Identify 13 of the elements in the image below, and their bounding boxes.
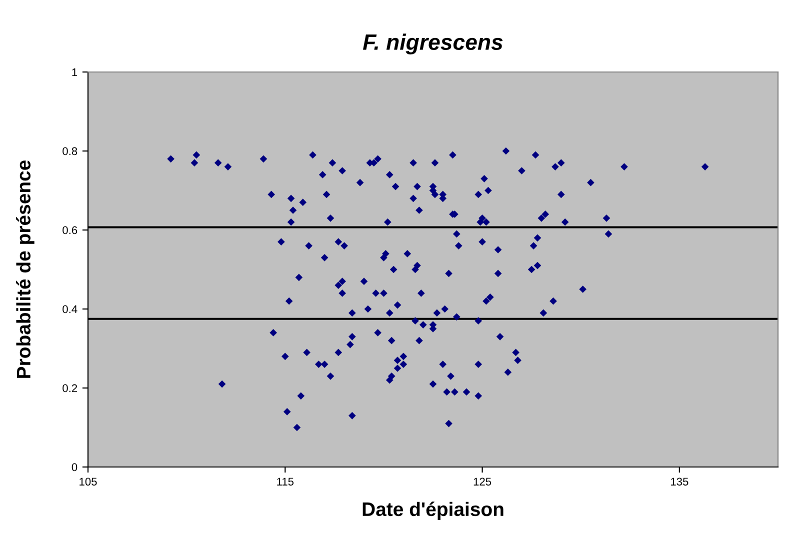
x-tick-label: 135 [671,478,688,486]
y-tick-label: 1 [72,68,78,76]
chart-title: F. nigrescens [363,34,503,54]
x-tick-label: 105 [80,478,97,486]
y-tick-label: 0.2 [62,384,78,392]
y-tick-label: 0 [72,463,78,472]
x-tick-label: 115 [277,478,294,486]
y-axis-title: Probabilité de présence [16,160,34,378]
x-axis-title: Date d'épiaison [362,502,504,520]
y-tick-label: 0.6 [62,226,78,234]
y-tick-label: 0.8 [62,147,78,156]
y-tick-label: 0.4 [62,305,78,314]
x-tick-label: 125 [474,478,492,486]
